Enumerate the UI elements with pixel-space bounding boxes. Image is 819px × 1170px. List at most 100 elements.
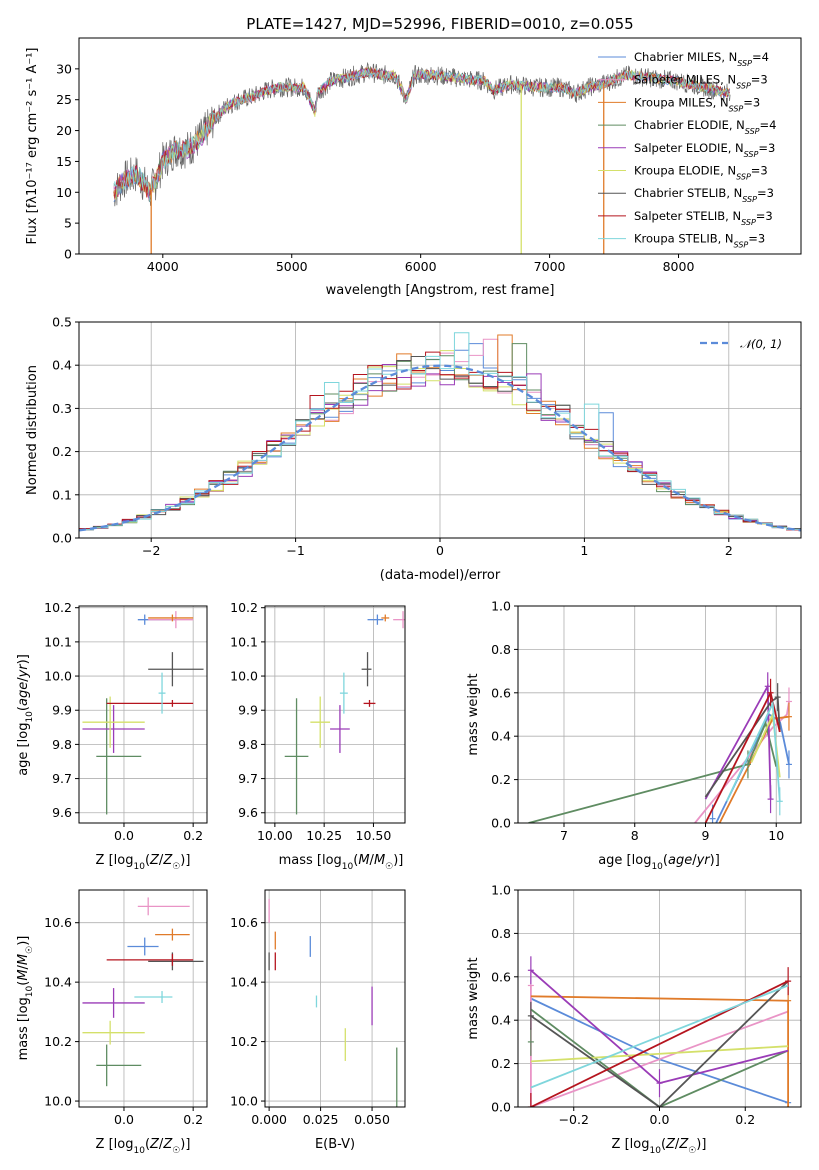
mass_vs_ebv-plot-area [268, 898, 398, 1107]
spectrum-series-line [113, 66, 730, 199]
y-tick-label: 9.8 [238, 737, 258, 752]
y-tick-label: 10.6 [44, 915, 72, 930]
figure-title: PLATE=1427, MJD=52996, FIBERID=0010, z=0… [246, 15, 633, 33]
mass_vs_z-frame [78, 889, 208, 1108]
y-tick-label: 0.4 [52, 358, 72, 373]
y-tick-label: 10.2 [230, 1034, 258, 1049]
mass_vs_z-plot-area [82, 897, 204, 1087]
y-tick-label: 10.0 [44, 1094, 72, 1109]
y-tick-label: 10 [56, 185, 72, 200]
mass_weight_vs_age-frame [517, 605, 802, 824]
y-tick-label: 0.5 [52, 315, 72, 330]
y-tick-label: 0.3 [52, 401, 72, 416]
x-tick-label: 9 [702, 828, 710, 843]
y-tick-label: 10.4 [230, 975, 258, 990]
y-tick-label: 10.0 [44, 669, 72, 684]
y-tick-label: 10.4 [44, 975, 72, 990]
y-tick-label: 10.2 [44, 1034, 72, 1049]
age_vs_z-frame-group: 0.0 0.2 9.6 9.7 9.8 9.9 10.0 10.1 10.2 Z [log10(Z… [16, 600, 208, 872]
y-tick-label: 0.2 [52, 444, 72, 459]
y-tick-label: 9.6 [238, 805, 258, 820]
legend-label: 𝒩(0, 1) [740, 337, 782, 351]
legend-label: Kroupa ELODIE, NSSP=3 [634, 164, 768, 182]
age_vs_mass-plot-area [284, 611, 405, 815]
y-tick-label: 0.1 [52, 487, 72, 502]
x-tick-label: 0.0 [114, 1112, 134, 1127]
x-axis-label: wavelength [Angstrom, rest frame] [326, 283, 555, 298]
legend-label: Kroupa STELIB, NSSP=3 [634, 232, 765, 250]
x-tick-label: 0.0 [114, 828, 134, 843]
legend-label: Kroupa MILES, NSSP=3 [634, 95, 760, 113]
y-tick-label: 10.2 [44, 600, 72, 615]
age_vs_mass-frame [264, 605, 406, 824]
age_vs_z-frame [78, 605, 208, 824]
y-tick-label: 30 [56, 61, 72, 76]
x-tick-label: 0.0 [650, 1112, 670, 1127]
y-tick-label: 0.8 [491, 926, 511, 941]
normal-curve [79, 364, 801, 532]
spectrum-plot-area [113, 61, 731, 254]
mass_weight_vs_z-frame-group: −0.2 0.0 0.2 0.0 0.2 0.4 0.6 0.8 1.0 Z [log10(Z/Z… [466, 883, 802, 1156]
y-tick-label: 9.9 [238, 703, 258, 718]
mass_weight_vs_age-frame-group: 7 8 9 10 0.0 0.2 0.4 0.6 0.8 1.0 age [log10(age/yr… [466, 599, 802, 872]
y-tick-label: 0.6 [491, 969, 511, 984]
x-tick-label: 10.00 [257, 828, 293, 843]
x-tick-label: 2 [725, 543, 733, 558]
y-tick-label: 10.0 [230, 1094, 258, 1109]
y-tick-label: 1.0 [491, 599, 511, 614]
x-tick-label: −0.2 [559, 1112, 589, 1127]
y-tick-label: 10.1 [44, 634, 72, 649]
weight-series-line [530, 980, 789, 1107]
y-tick-label: 25 [56, 92, 72, 107]
mass_vs_z-frame-group: 0.0 0.2 10.0 10.2 10.4 10.6 Z [log10(Z/Z☉)] mas… [16, 889, 208, 1156]
legend-label: Salpeter MILES, NSSP=3 [634, 73, 768, 91]
age_vs_mass-frame-group: 10.00 10.25 10.50 9.6 9.7 9.8 9.9 10.0 10.1 10.2 m… [230, 600, 406, 872]
x-tick-label: 0.025 [303, 1112, 339, 1127]
age_vs_z-axes: 0.0 0.2 9.6 9.7 9.8 9.9 10.0 10.1 10.2 Z [log10(Z… [16, 600, 208, 872]
residuals-frame-group: −2 −1 0 1 2 0.0 0.1 0.2 0.3 0.4 0.5 𝒩(0, 1) Normed d… [25, 315, 802, 583]
x-axis-label: Z [log10(Z/Z☉)] [96, 853, 191, 872]
y-tick-label: 0.4 [491, 1013, 511, 1028]
y-tick-label: 9.9 [52, 703, 72, 718]
y-tick-label: 10.0 [230, 669, 258, 684]
y-tick-label: 9.8 [52, 737, 72, 752]
x-axis-label: age [log10(age/yr)] [598, 853, 720, 872]
y-tick-label: 1.0 [491, 883, 511, 898]
y-tick-label: 10.1 [230, 634, 258, 649]
mass_weight_vs_age-plot-area [528, 672, 792, 823]
y-axis-label: mass weight [466, 673, 481, 755]
x-axis-label: mass [log10(M/M☉)] [279, 853, 404, 872]
mass_weight_vs_z-axes: −0.2 0.0 0.2 0.0 0.2 0.4 0.6 0.8 1.0 Z [log10(Z/Z… [466, 883, 802, 1156]
weight-series-line [530, 1008, 789, 1107]
spectrum-frame [78, 37, 802, 255]
weight-series-line [530, 1045, 789, 1063]
spectrum-axes: 4000 5000 6000 7000 8000 0 5 10 15 20 25 30 Flux [fλ… [25, 37, 802, 298]
residuals-plot-area [79, 332, 801, 538]
legend-label: Chabrier STELIB, NSSP=3 [634, 186, 774, 204]
x-tick-label: 6000 [405, 259, 437, 274]
x-tick-label: 1 [580, 543, 588, 558]
y-axis-label: mass weight [466, 957, 481, 1039]
residuals-axes: −2 −1 0 1 2 0.0 0.1 0.2 0.3 0.4 0.5 𝒩(0, 1) Normed d… [25, 315, 802, 583]
mass_vs_ebv-axes: 0.000 0.025 0.050 10.0 10.2 10.4 10.6 E(B-V) [230, 889, 406, 1152]
age_vs_z-plot-area [82, 611, 204, 815]
age_vs_mass-axes: 10.00 10.25 10.50 9.6 9.7 9.8 9.9 10.0 10.1 10.2 m… [230, 600, 406, 872]
y-tick-label: 9.7 [238, 771, 258, 786]
mass_weight_vs_z-plot-area [527, 956, 792, 1107]
x-tick-label: 5000 [276, 259, 308, 274]
mass_vs_ebv-frame [264, 889, 406, 1108]
x-tick-label: 0.2 [183, 1112, 203, 1127]
weight-series-line [704, 695, 781, 798]
x-tick-label: −1 [286, 543, 304, 558]
y-tick-label: 10.6 [230, 915, 258, 930]
y-tick-label: 20 [56, 123, 72, 138]
histogram-series [79, 332, 801, 538]
y-tick-label: 15 [56, 154, 72, 169]
x-tick-label: 4000 [147, 259, 179, 274]
spectrum-frame-group: 4000 5000 6000 7000 8000 0 5 10 15 20 25 30 Flux [fλ… [25, 37, 802, 298]
y-tick-label: 0.8 [491, 642, 511, 657]
x-tick-label: 10.25 [306, 828, 342, 843]
y-tick-label: 0.0 [491, 816, 511, 831]
